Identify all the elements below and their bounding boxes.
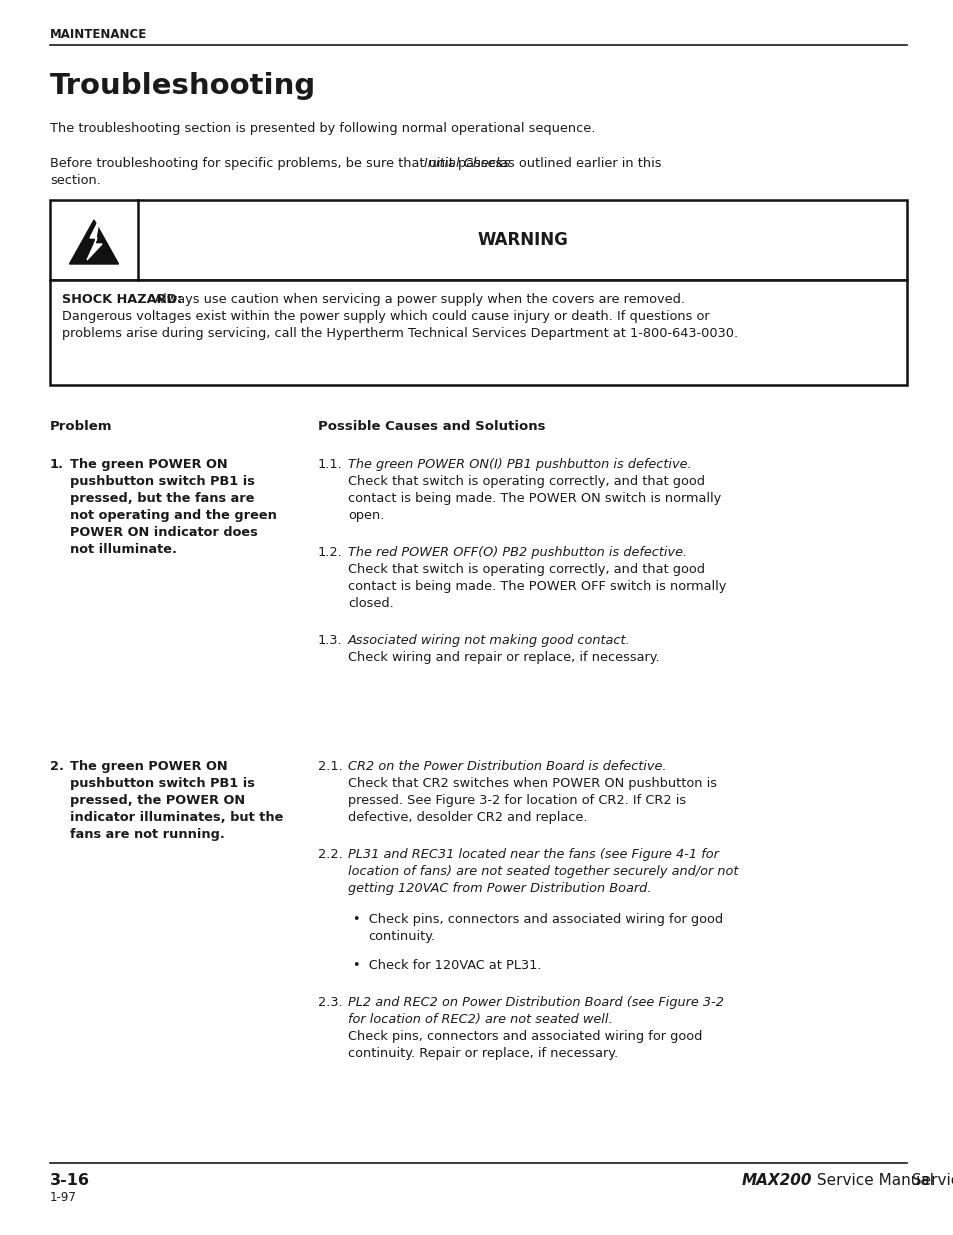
Text: indicator illuminates, but the: indicator illuminates, but the xyxy=(70,811,283,824)
Text: not illuminate.: not illuminate. xyxy=(70,543,177,556)
Text: 2.3.: 2.3. xyxy=(317,995,342,1009)
Text: The troubleshooting section is presented by following normal operational sequenc: The troubleshooting section is presented… xyxy=(50,122,595,135)
Text: 1.: 1. xyxy=(50,458,64,471)
Text: •  Check for 120VAC at PL31.: • Check for 120VAC at PL31. xyxy=(353,960,541,972)
Text: MAX200: MAX200 xyxy=(740,1173,811,1188)
Text: •  Check pins, connectors and associated wiring for good: • Check pins, connectors and associated … xyxy=(353,913,722,926)
Text: closed.: closed. xyxy=(348,597,394,610)
Text: continuity.: continuity. xyxy=(368,930,435,944)
Polygon shape xyxy=(87,220,102,261)
Bar xyxy=(50,200,906,280)
Text: Possible Causes and Solutions: Possible Causes and Solutions xyxy=(317,420,545,433)
Text: as outlined earlier in this: as outlined earlier in this xyxy=(496,157,660,170)
Text: Check that switch is operating correctly, and that good: Check that switch is operating correctly… xyxy=(348,563,704,576)
Text: Check that switch is operating correctly, and that good: Check that switch is operating correctly… xyxy=(348,475,704,488)
Text: 1-97: 1-97 xyxy=(50,1191,77,1204)
Text: continuity. Repair or replace, if necessary.: continuity. Repair or replace, if necess… xyxy=(348,1047,618,1060)
Text: Check that CR2 switches when POWER ON pushbutton is: Check that CR2 switches when POWER ON pu… xyxy=(348,777,717,790)
Text: The green POWER ON: The green POWER ON xyxy=(70,458,228,471)
Text: for location of REC2) are not seated well.: for location of REC2) are not seated wel… xyxy=(348,1013,612,1026)
Text: 2.: 2. xyxy=(50,760,64,773)
Text: PL2 and REC2 on Power Distribution Board (see Figure 3-2: PL2 and REC2 on Power Distribution Board… xyxy=(348,995,723,1009)
Text: pressed, but the fans are: pressed, but the fans are xyxy=(70,492,254,505)
Text: PL31 and REC31 located near the fans (see Figure 4-1 for: PL31 and REC31 located near the fans (se… xyxy=(348,848,719,861)
Text: pushbutton switch PB1 is: pushbutton switch PB1 is xyxy=(70,475,254,488)
Text: pushbutton switch PB1 is: pushbutton switch PB1 is xyxy=(70,777,254,790)
Text: 1.1.: 1.1. xyxy=(317,458,342,471)
Text: location of fans) are not seated together securely and/or not: location of fans) are not seated togethe… xyxy=(348,864,738,878)
Text: Check pins, connectors and associated wiring for good: Check pins, connectors and associated wi… xyxy=(348,1030,701,1044)
Text: not operating and the green: not operating and the green xyxy=(70,509,276,522)
Text: The green POWER ON: The green POWER ON xyxy=(70,760,228,773)
Text: Check wiring and repair or replace, if necessary.: Check wiring and repair or replace, if n… xyxy=(348,651,659,664)
Text: getting 120VAC from Power Distribution Board.: getting 120VAC from Power Distribution B… xyxy=(348,882,651,895)
Text: fans are not running.: fans are not running. xyxy=(70,827,225,841)
Text: SHOCK HAZARD:: SHOCK HAZARD: xyxy=(62,293,182,306)
Text: POWER ON indicator does: POWER ON indicator does xyxy=(70,526,257,538)
Text: Initial Checks: Initial Checks xyxy=(423,157,510,170)
Text: defective, desolder CR2 and replace.: defective, desolder CR2 and replace. xyxy=(348,811,587,824)
Text: Dangerous voltages exist within the power supply which could cause injury or dea: Dangerous voltages exist within the powe… xyxy=(62,310,709,324)
Text: open.: open. xyxy=(348,509,384,522)
Text: Troubleshooting: Troubleshooting xyxy=(50,72,315,100)
Text: 2.1.: 2.1. xyxy=(317,760,342,773)
Text: Problem: Problem xyxy=(50,420,112,433)
Text: Associated wiring not making good contact.: Associated wiring not making good contac… xyxy=(348,634,630,647)
Text: Always use caution when servicing a power supply when the covers are removed.: Always use caution when servicing a powe… xyxy=(142,293,684,306)
Text: section.: section. xyxy=(50,174,101,186)
Text: MAINTENANCE: MAINTENANCE xyxy=(50,28,147,41)
Text: 3-16: 3-16 xyxy=(50,1173,90,1188)
Polygon shape xyxy=(70,220,118,264)
Text: Before troubleshooting for specific problems, be sure that unit passes: Before troubleshooting for specific prob… xyxy=(50,157,506,170)
Text: contact is being made. The POWER OFF switch is normally: contact is being made. The POWER OFF swi… xyxy=(348,580,725,593)
Text: problems arise during servicing, call the Hypertherm Technical Services Departme: problems arise during servicing, call th… xyxy=(62,327,738,340)
Text: pressed, the POWER ON: pressed, the POWER ON xyxy=(70,794,245,806)
Text: CR2 on the Power Distribution Board is defective.: CR2 on the Power Distribution Board is d… xyxy=(348,760,666,773)
Text: 1.3.: 1.3. xyxy=(317,634,342,647)
Text: The red POWER OFF(O) PB2 pushbutton is defective.: The red POWER OFF(O) PB2 pushbutton is d… xyxy=(348,546,686,559)
Text: 2.2.: 2.2. xyxy=(317,848,342,861)
Text: Service Manual: Service Manual xyxy=(906,1173,953,1188)
Text: The green POWER ON(I) PB1 pushbutton is defective.: The green POWER ON(I) PB1 pushbutton is … xyxy=(348,458,691,471)
Text: 1.2.: 1.2. xyxy=(317,546,342,559)
Text: Service Manual: Service Manual xyxy=(811,1173,933,1188)
Bar xyxy=(50,280,906,385)
Text: WARNING: WARNING xyxy=(476,231,567,249)
Text: pressed. See Figure 3-2 for location of CR2. If CR2 is: pressed. See Figure 3-2 for location of … xyxy=(348,794,685,806)
Text: contact is being made. The POWER ON switch is normally: contact is being made. The POWER ON swit… xyxy=(348,492,720,505)
